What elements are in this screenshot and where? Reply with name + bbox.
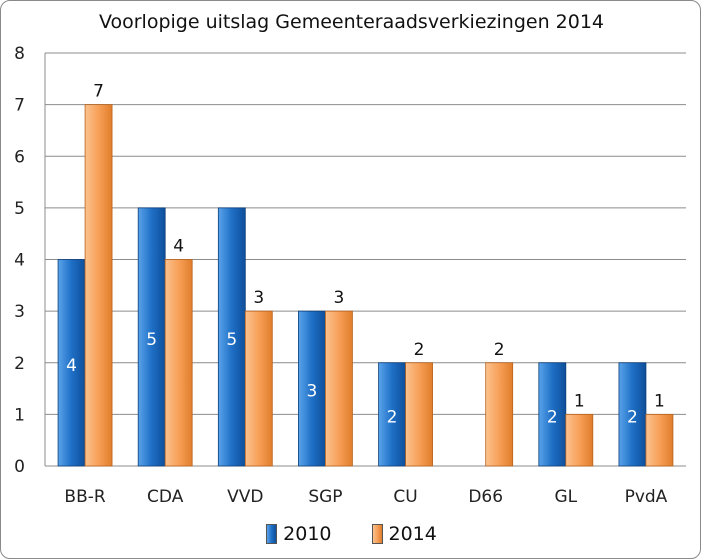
y-tick-label-8: 8 xyxy=(14,44,25,64)
x-tick-label-D66: D66 xyxy=(468,487,503,507)
x-tick-label-PvdA: PvdA xyxy=(625,487,668,507)
legend-item-2010: 2010 xyxy=(266,523,332,545)
chart-title: Voorlopige uitslag Gemeenteraadsverkiezi… xyxy=(98,11,605,33)
bar-2014-GL xyxy=(565,413,594,467)
legend-item-2014: 2014 xyxy=(371,523,437,545)
data-label-2014-D66: 2 xyxy=(494,340,505,360)
y-tick-label-3: 3 xyxy=(14,302,25,322)
data-label-2014-CU: 2 xyxy=(414,340,425,360)
bar-2014-D66 xyxy=(485,362,514,467)
bar-2010-VVD xyxy=(217,207,246,467)
bar-2014-CDA xyxy=(164,259,193,467)
y-tick-label-6: 6 xyxy=(14,147,25,167)
y-tick-label-2: 2 xyxy=(14,354,25,374)
x-tick-label-VVD: VVD xyxy=(227,487,263,507)
x-tick-label-CDA: CDA xyxy=(147,487,184,507)
y-tick-label-0: 0 xyxy=(14,457,25,477)
x-tick-label-SGP: SGP xyxy=(308,487,342,507)
x-tick-label-GL: GL xyxy=(554,487,577,507)
bar-2014-PvdA xyxy=(645,413,674,467)
legend-label-2010: 2010 xyxy=(283,523,332,545)
bar-2010-SGP xyxy=(298,310,326,467)
bar-2014-SGP xyxy=(325,310,353,467)
bar-2010-CDA xyxy=(137,207,166,467)
bar-2010-BB-R xyxy=(57,259,86,467)
data-label-2010-PvdA: 2 xyxy=(627,407,638,427)
data-label-2014-GL: 1 xyxy=(574,391,585,411)
bar-2010-PvdA xyxy=(618,362,647,467)
bar-2014-BB-R xyxy=(84,104,113,467)
bar-chart: 012345678BB-R47CDA54VVD53SGP33CU22D662GL… xyxy=(14,44,686,507)
data-label-2010-CU: 2 xyxy=(387,407,398,427)
legend-swatch-2014 xyxy=(371,524,383,544)
data-label-2010-SGP: 3 xyxy=(307,382,318,402)
data-label-2010-VVD: 5 xyxy=(226,330,237,350)
data-label-2010-BB-R: 4 xyxy=(66,356,77,376)
y-tick-label-7: 7 xyxy=(14,96,25,116)
y-tick-label-5: 5 xyxy=(14,199,25,219)
chart-legend: 2010 2014 xyxy=(1,523,700,545)
bar-2010-GL xyxy=(538,362,567,467)
data-label-2014-BB-R: 7 xyxy=(93,82,104,102)
bar-2014-CU xyxy=(405,362,433,467)
data-label-2010-CDA: 5 xyxy=(146,330,157,350)
x-tick-label-BB-R: BB-R xyxy=(64,487,105,507)
y-tick-label-1: 1 xyxy=(14,405,25,425)
data-label-2014-CDA: 4 xyxy=(173,237,184,257)
legend-label-2014: 2014 xyxy=(388,523,437,545)
data-label-2010-GL: 2 xyxy=(547,407,558,427)
data-label-2014-PvdA: 1 xyxy=(654,391,665,411)
data-label-2014-VVD: 3 xyxy=(253,288,264,308)
x-tick-label-CU: CU xyxy=(393,487,417,507)
bar-2014-VVD xyxy=(244,310,273,467)
y-tick-label-4: 4 xyxy=(14,251,25,271)
legend-swatch-2010 xyxy=(266,524,278,544)
data-label-2014-SGP: 3 xyxy=(334,288,345,308)
